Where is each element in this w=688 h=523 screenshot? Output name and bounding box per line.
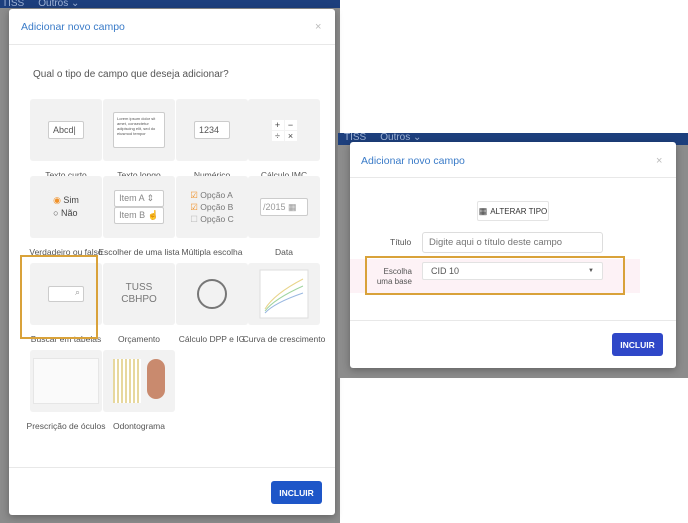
tile-label: Verdadeiro ou falso	[29, 247, 103, 257]
tile-label: Data	[275, 247, 293, 257]
base-label: Escolha uma base	[376, 267, 412, 286]
tile-preview[interactable]: + − ÷ ×	[248, 99, 320, 161]
nav-tiss[interactable]: TISS	[344, 133, 367, 143]
highlight-box	[365, 256, 625, 295]
include-button[interactable]: INCLUIR	[271, 481, 322, 504]
selected-highlight	[20, 255, 98, 339]
nav-outros[interactable]: Outros ⌄	[380, 133, 422, 143]
tile-label: Cálculo DPP e IG	[178, 334, 246, 344]
tile-preview[interactable]	[30, 350, 102, 412]
tile-label: Orçamento	[117, 334, 161, 344]
tile-preview[interactable]: ☑ Opção A ☑ Opção B ☐ Opção C	[176, 176, 248, 238]
tile-preview[interactable]: Lorem ipsum dolor sit amet, consectetur …	[103, 99, 175, 161]
close-icon[interactable]: ×	[315, 21, 322, 33]
right-modal: Adicionar novo campo × ▦ ALTERAR TIPO Tít…	[350, 142, 676, 368]
header-divider	[9, 44, 335, 45]
caret-down-icon: ▼	[588, 268, 594, 274]
tile-label: Prescrição de óculos	[26, 421, 106, 431]
tile-label: Numérico	[193, 170, 231, 180]
title-label: Título	[390, 237, 412, 247]
tile-preview[interactable]: TUSS CBHPO	[103, 263, 175, 325]
modal-title: Adicionar novo campo	[361, 155, 465, 167]
tile-preview[interactable]: Abcd|	[30, 99, 102, 161]
tile-preview[interactable]	[103, 350, 175, 412]
tile-preview[interactable]: ◉ Sim ○ Não	[30, 176, 102, 238]
change-type-label: ALTERAR TIPO	[490, 206, 548, 216]
tile-preview[interactable]: ⌕	[30, 263, 102, 325]
footer-divider	[9, 467, 335, 468]
tile-label: Curva de crescimento	[242, 334, 326, 344]
tile-preview[interactable]	[176, 263, 248, 325]
header-divider	[350, 177, 676, 178]
tile-label: Cálculo IMC	[260, 170, 308, 180]
nav-tiss[interactable]: TISS	[2, 0, 25, 8]
tile-label: Odontograma	[113, 421, 165, 431]
title-input[interactable]	[422, 232, 603, 253]
tile-preview[interactable]: 1234	[176, 99, 248, 161]
tile-label: Buscar em tabelas	[30, 334, 102, 344]
question-text: Qual o tipo de campo que deseja adiciona…	[33, 69, 229, 80]
close-icon[interactable]: ×	[656, 155, 663, 167]
tile-preview[interactable]	[248, 263, 320, 325]
grid-icon: ▦	[478, 205, 488, 216]
tile-preview[interactable]: /2015 ▦	[248, 176, 320, 238]
nav-outros[interactable]: Outros ⌄	[38, 0, 80, 8]
tile-preview[interactable]: Item A ⇕ Item B ☝	[103, 176, 175, 238]
tile-label: Texto longo	[117, 170, 161, 180]
left-navbar: TISS Outros ⌄	[0, 0, 340, 8]
tile-label: Texto curto	[45, 170, 87, 180]
footer-divider	[350, 320, 676, 321]
modal-title: Adicionar novo campo	[21, 21, 125, 33]
base-select[interactable]: CID 10 ▼	[422, 262, 603, 280]
tile-label: Escolher de uma lista	[98, 247, 180, 257]
base-value: CID 10	[431, 266, 460, 276]
left-modal: Adicionar novo campo × Qual o tipo de ca…	[9, 9, 335, 515]
include-button[interactable]: INCLUIR	[612, 333, 663, 356]
tile-label: Múltipla escolha	[181, 247, 243, 257]
change-type-button[interactable]: ▦ ALTERAR TIPO	[477, 201, 549, 221]
